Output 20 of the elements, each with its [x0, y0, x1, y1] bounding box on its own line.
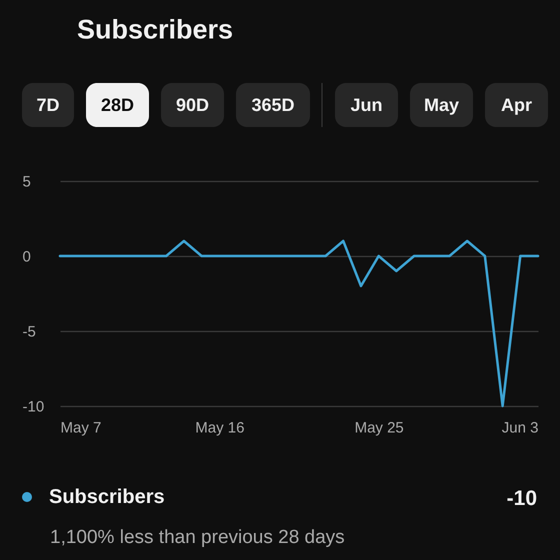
text: Jun [350, 95, 383, 115]
x-tick-label: May 16 [195, 420, 244, 436]
y-tick-label: -5 [22, 324, 36, 340]
x-tick-label: May 25 [354, 420, 404, 436]
text: Apr [501, 95, 532, 115]
y-tick-label: 0 [22, 248, 31, 266]
text: May [424, 95, 460, 115]
text: 90D [176, 95, 210, 115]
text: 1,100% less than previous 28 days [50, 527, 345, 548]
text: 7D [36, 95, 60, 115]
text: 365D [251, 95, 295, 115]
x-tick-label: May 7 [60, 420, 102, 436]
legend-label: Subscribers [49, 486, 165, 508]
x-tick-label: Jun 3 [502, 420, 538, 436]
y-tick-label: 5 [22, 174, 31, 190]
line-series [58, 240, 540, 408]
y-tick-label: -10 [22, 398, 44, 416]
text: -10 [506, 487, 537, 510]
text: 28D [100, 95, 134, 115]
chart-title: Subscribers [77, 14, 234, 44]
